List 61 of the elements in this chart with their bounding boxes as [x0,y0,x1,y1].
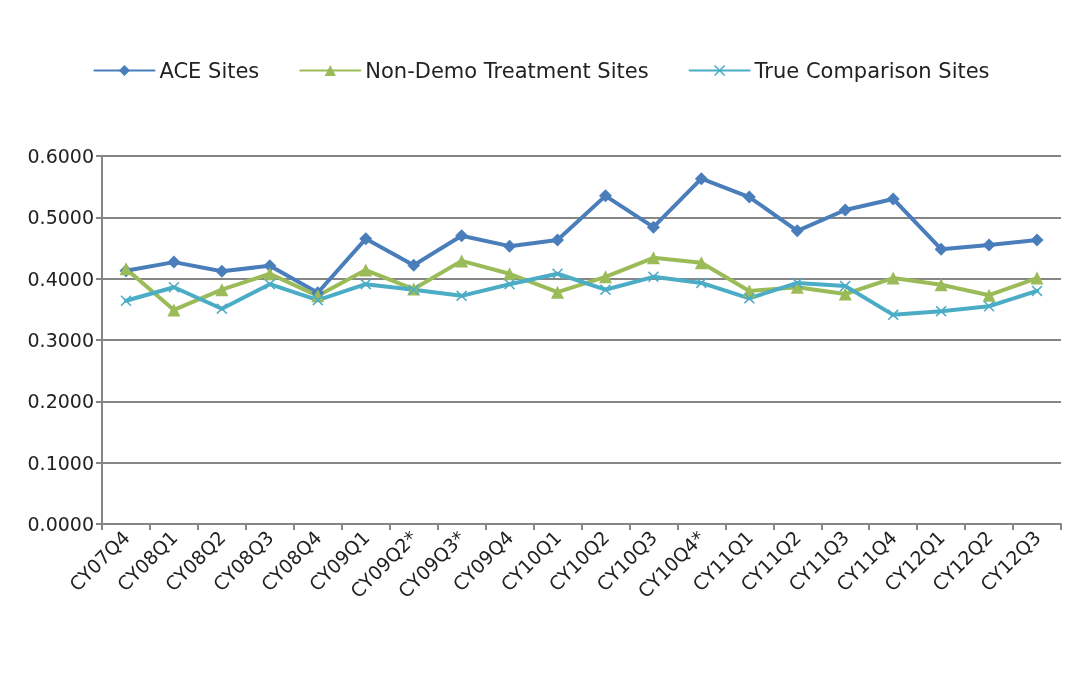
point [359,232,373,246]
point [647,271,659,283]
point [646,251,660,265]
point [167,303,181,317]
point [503,239,517,253]
y-tick-label: 0.6000 [27,145,94,167]
point [982,238,996,252]
point [215,283,229,297]
point [552,268,564,280]
point [455,229,469,243]
point [695,277,707,289]
point [743,292,755,304]
point [838,287,852,301]
point [216,303,228,315]
point [215,264,229,278]
point [790,280,804,294]
point [839,280,851,292]
point [838,203,852,217]
point [934,242,948,256]
point [886,192,900,206]
y-tick-label: 0.1000 [27,451,94,474]
legend-label: True Comparison Sites [753,58,990,83]
point [551,233,565,247]
point [167,255,181,269]
point [312,294,324,306]
point [1030,271,1044,285]
point [359,263,373,277]
point [503,267,517,281]
legend-label: ACE Sites [159,58,260,83]
point [599,284,611,296]
point [168,281,180,293]
point [1031,285,1043,297]
point [887,309,899,321]
point [983,300,995,312]
point [120,295,132,307]
point [504,278,516,290]
point [935,305,947,317]
legend-label: Non-Demo Treatment Sites [365,58,649,83]
point [982,288,996,302]
point [1030,233,1044,247]
y-tick-label: 0.0000 [27,513,94,535]
point [791,277,803,289]
y-tick-label: 0.5000 [27,206,94,229]
y-tick-label: 0.2000 [27,390,94,413]
point [646,220,660,234]
point [742,190,756,204]
point [456,290,468,302]
point [407,258,421,272]
y-tick-label: 0.3000 [27,329,94,351]
point [360,278,372,290]
point [551,285,565,299]
y-tick-label: 0.4000 [27,267,94,290]
point [694,172,708,186]
point [264,278,276,290]
point [694,256,708,270]
point [790,224,804,238]
point [598,270,612,284]
point [598,189,612,203]
point [455,254,469,268]
point [934,278,948,292]
point [886,271,900,285]
